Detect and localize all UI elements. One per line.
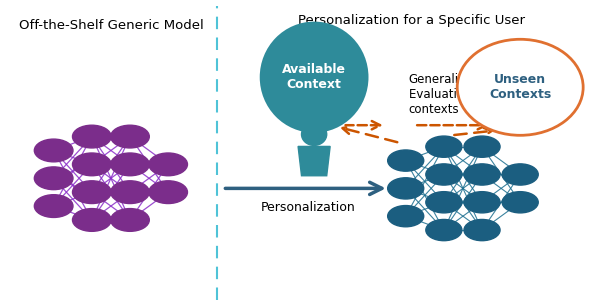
Ellipse shape bbox=[111, 209, 150, 231]
Ellipse shape bbox=[426, 136, 462, 157]
Text: Personalization: Personalization bbox=[261, 201, 356, 214]
Ellipse shape bbox=[426, 192, 462, 213]
Ellipse shape bbox=[387, 178, 424, 199]
Ellipse shape bbox=[387, 206, 424, 227]
Text: Off-the-Shelf Generic Model: Off-the-Shelf Generic Model bbox=[18, 19, 203, 32]
Ellipse shape bbox=[111, 153, 150, 176]
Ellipse shape bbox=[387, 150, 424, 171]
Ellipse shape bbox=[260, 22, 368, 133]
Ellipse shape bbox=[73, 125, 111, 148]
Ellipse shape bbox=[35, 167, 73, 190]
Ellipse shape bbox=[35, 195, 73, 218]
Ellipse shape bbox=[426, 219, 462, 241]
Ellipse shape bbox=[111, 181, 150, 203]
Polygon shape bbox=[298, 147, 330, 176]
Ellipse shape bbox=[73, 153, 111, 176]
Circle shape bbox=[302, 123, 327, 145]
Ellipse shape bbox=[73, 209, 111, 231]
Ellipse shape bbox=[35, 139, 73, 162]
Ellipse shape bbox=[464, 192, 500, 213]
Ellipse shape bbox=[464, 164, 500, 185]
Text: Generalization:
Evaluation on all
contexts: Generalization: Evaluation on all contex… bbox=[409, 73, 507, 116]
Ellipse shape bbox=[73, 181, 111, 203]
Ellipse shape bbox=[111, 125, 150, 148]
Ellipse shape bbox=[464, 136, 500, 157]
Ellipse shape bbox=[457, 39, 583, 135]
Ellipse shape bbox=[149, 153, 188, 176]
Ellipse shape bbox=[502, 192, 538, 213]
Ellipse shape bbox=[149, 181, 188, 203]
Ellipse shape bbox=[426, 164, 462, 185]
Text: Unseen
Contexts: Unseen Contexts bbox=[489, 73, 551, 101]
Ellipse shape bbox=[502, 164, 538, 185]
Text: Personalization for a Specific User: Personalization for a Specific User bbox=[298, 14, 525, 27]
Text: Available
Context: Available Context bbox=[282, 63, 346, 91]
Ellipse shape bbox=[464, 219, 500, 241]
